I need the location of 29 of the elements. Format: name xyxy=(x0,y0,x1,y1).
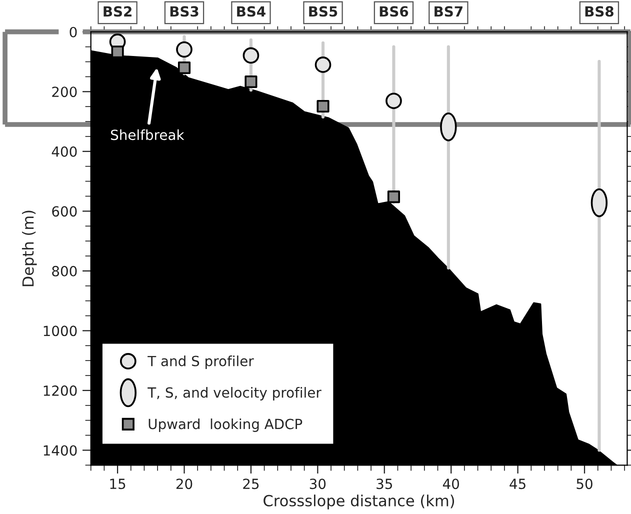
text: BS8 xyxy=(585,6,614,17)
y-tick-label: 0 xyxy=(70,26,77,38)
x-tick-label: 15 xyxy=(110,478,126,490)
text: BS2 xyxy=(104,6,132,17)
y-tick-label: 1400 xyxy=(44,445,77,456)
text: BS3 xyxy=(170,6,198,17)
y-axis-title: Depth (m) xyxy=(22,210,37,286)
y-tick-label: 1000 xyxy=(44,326,77,336)
x-axis-title: Crossslope distance (km) xyxy=(264,494,454,510)
y-tick-label: 600 xyxy=(52,206,77,217)
x-tick-label: 35 xyxy=(376,478,392,490)
text: BS7 xyxy=(434,6,462,17)
x-tick-label: 30 xyxy=(310,478,326,490)
y-tick-label: 800 xyxy=(52,266,77,276)
text: BS5 xyxy=(309,6,338,17)
text: BS4 xyxy=(237,6,266,17)
x-tick-label: 50 xyxy=(576,478,592,490)
legend-label: T, S, and velocity profiler xyxy=(148,387,322,400)
y-tick-label: 400 xyxy=(52,146,77,157)
x-tick-label: 20 xyxy=(176,478,192,490)
x-tick-label: 40 xyxy=(442,478,460,490)
legend-label: Upward looking ADCP xyxy=(148,418,302,432)
annotation: Shelfbreak xyxy=(110,129,184,140)
y-tick-label: 200 xyxy=(52,86,77,98)
text: BS6 xyxy=(380,6,408,17)
x-tick-label: 25 xyxy=(243,478,259,490)
legend-label: T and S profiler xyxy=(148,356,254,369)
y-tick-label: 1200 xyxy=(44,385,77,396)
x-tick-label: 45 xyxy=(510,478,526,490)
